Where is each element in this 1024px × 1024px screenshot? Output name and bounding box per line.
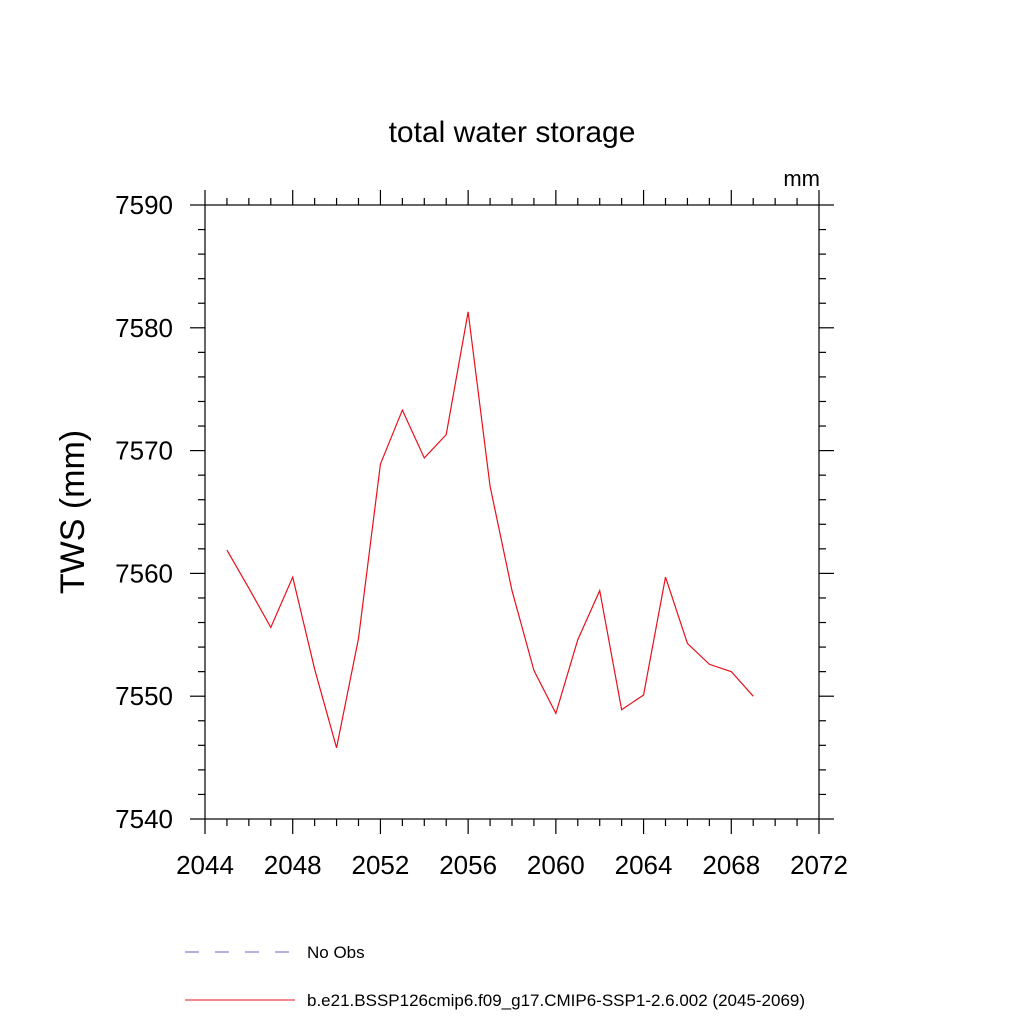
- x-tick-label: 2072: [790, 850, 848, 880]
- y-tick-label: 7540: [115, 804, 173, 834]
- plot-frame: [204, 204, 820, 820]
- legend-label-no-obs: No Obs: [307, 943, 365, 962]
- chart-title: total water storage: [389, 116, 636, 149]
- x-tick-label: 2064: [615, 850, 673, 880]
- units-label: mm: [783, 166, 820, 191]
- y-tick-label: 7550: [115, 681, 173, 711]
- y-tick-label: 7590: [115, 190, 173, 220]
- axis-ticks: [190, 190, 834, 834]
- x-tick-label: 2052: [352, 850, 410, 880]
- y-axis-label: TWS (mm): [54, 430, 92, 594]
- legend-label-model-run: b.e21.BSSP126cmip6.f09_g17.CMIP6-SSP1-2.…: [307, 991, 805, 1010]
- y-tick-label: 7580: [115, 313, 173, 343]
- y-tick-label: 7560: [115, 558, 173, 588]
- x-tick-label: 2068: [702, 850, 760, 880]
- x-tick-label: 2044: [176, 850, 234, 880]
- x-tick-label: 2056: [439, 850, 497, 880]
- series-group: [226, 311, 754, 748]
- legend: No Obs b.e21.BSSP126cmip6.f09_g17.CMIP6-…: [185, 943, 805, 1010]
- tick-labels: 2044 2048 2052 2056 2060 2064 2068 2072 7540 7550…: [115, 190, 848, 880]
- x-tick-label: 2048: [264, 850, 322, 880]
- x-tick-label: 2060: [527, 850, 585, 880]
- y-tick-label: 7570: [115, 436, 173, 466]
- series-line: [226, 311, 754, 748]
